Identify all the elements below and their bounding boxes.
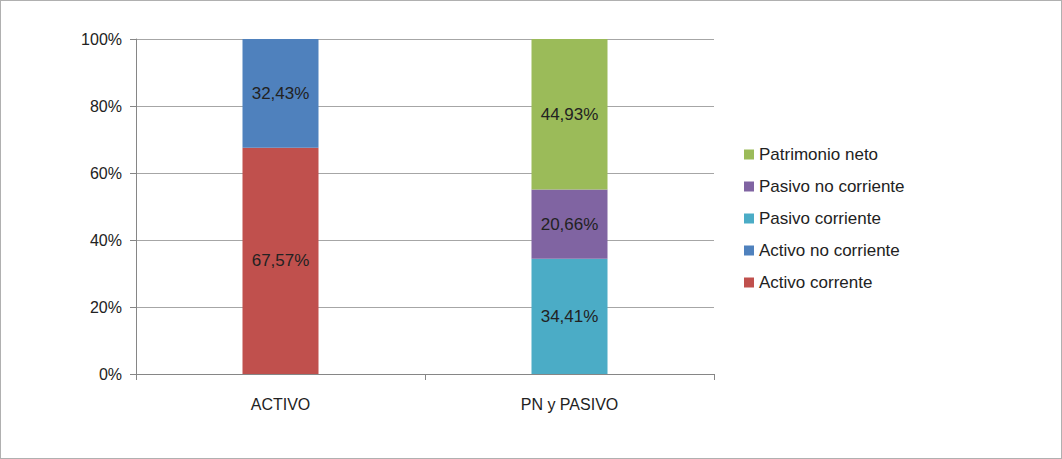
svg-text:Activo corrente: Activo corrente <box>759 273 872 292</box>
svg-text:Pasivo corriente: Pasivo corriente <box>759 209 881 228</box>
svg-text:ACTIVO: ACTIVO <box>251 396 311 413</box>
svg-text:20%: 20% <box>90 299 122 316</box>
svg-text:Patrimonio neto: Patrimonio neto <box>759 145 878 164</box>
svg-text:67,57%: 67,57% <box>252 251 310 270</box>
svg-text:20,66%: 20,66% <box>541 215 599 234</box>
svg-text:100%: 100% <box>81 31 122 48</box>
svg-text:Activo no corriente: Activo no corriente <box>759 241 900 260</box>
svg-text:PN y PASIVO: PN y PASIVO <box>521 396 619 413</box>
svg-text:44,93%: 44,93% <box>541 105 599 124</box>
svg-text:60%: 60% <box>90 165 122 182</box>
svg-text:34,41%: 34,41% <box>541 307 599 326</box>
svg-text:40%: 40% <box>90 232 122 249</box>
svg-text:80%: 80% <box>90 98 122 115</box>
svg-text:Pasivo no corriente: Pasivo no corriente <box>759 177 905 196</box>
svg-text:32,43%: 32,43% <box>252 84 310 103</box>
svg-text:0%: 0% <box>99 366 122 383</box>
